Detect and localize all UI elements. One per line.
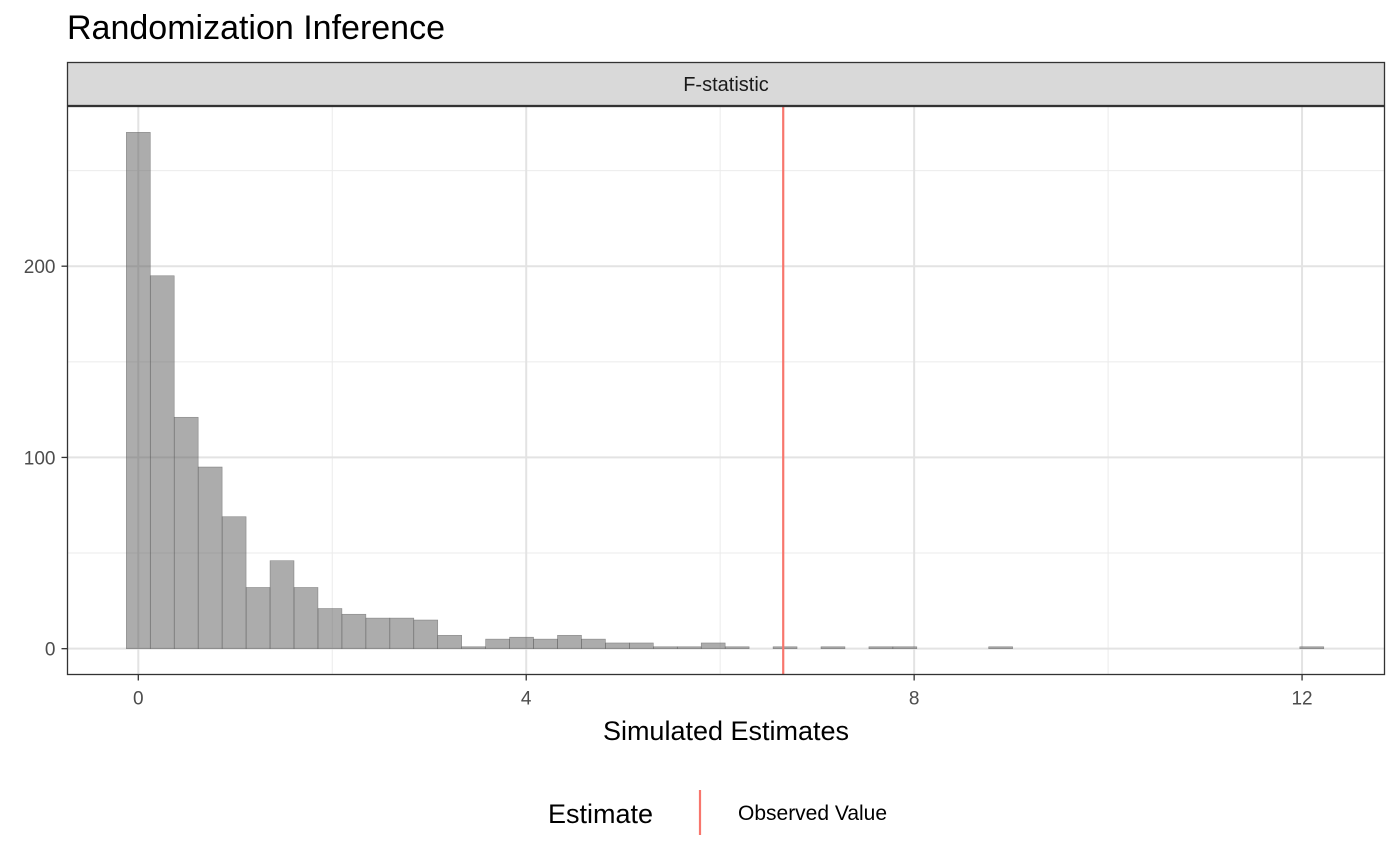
y-axis: 0 100 200 bbox=[24, 257, 68, 661]
y-tick-label: 0 bbox=[45, 640, 56, 661]
legend: Estimate Observed Value bbox=[548, 790, 887, 835]
facet-label: F-statistic bbox=[683, 74, 769, 96]
histogram-bar bbox=[461, 646, 486, 649]
histogram-bar bbox=[245, 587, 271, 649]
histogram-bar bbox=[820, 646, 846, 649]
histogram-bar bbox=[1299, 646, 1325, 649]
x-tick-label: 12 bbox=[1291, 689, 1312, 710]
chart-title: Randomization Inference bbox=[67, 9, 445, 47]
histogram-bar bbox=[557, 634, 582, 649]
y-tick-label: 100 bbox=[24, 448, 56, 469]
histogram-bar bbox=[413, 619, 439, 649]
histogram-bar bbox=[365, 617, 391, 649]
histogram-bar bbox=[868, 646, 894, 649]
panel-border bbox=[66, 105, 1386, 676]
histogram-bar bbox=[389, 617, 415, 649]
histogram-bars bbox=[126, 132, 1325, 649]
histogram-bar bbox=[605, 642, 630, 649]
y-tick-label: 200 bbox=[24, 257, 56, 278]
histogram-bar bbox=[533, 638, 558, 649]
x-tick-label: 0 bbox=[133, 689, 144, 710]
x-axis-title: Simulated Estimates bbox=[603, 716, 849, 746]
histogram-bar bbox=[173, 416, 199, 649]
histogram-bar bbox=[437, 634, 462, 649]
histogram-bar bbox=[629, 642, 654, 649]
histogram-bar bbox=[485, 638, 510, 649]
facet-strip bbox=[66, 61, 1386, 107]
histogram-bar bbox=[509, 636, 534, 649]
histogram-bar bbox=[892, 646, 918, 649]
histogram-bar bbox=[197, 466, 223, 649]
x-axis: 0 4 8 12 bbox=[133, 674, 1313, 710]
histogram-bar bbox=[126, 132, 151, 649]
histogram-bar bbox=[341, 613, 367, 649]
histogram-bar bbox=[724, 646, 750, 649]
histogram-bar bbox=[676, 646, 702, 649]
x-tick-label: 8 bbox=[909, 689, 920, 710]
legend-title: Estimate bbox=[548, 799, 653, 829]
legend-label-observed-value: Observed Value bbox=[738, 802, 887, 825]
histogram-bar bbox=[581, 638, 606, 649]
histogram-bar bbox=[988, 646, 1013, 649]
histogram-bar bbox=[700, 642, 726, 649]
histogram-bar bbox=[317, 608, 343, 649]
histogram-bar bbox=[293, 587, 319, 649]
histogram-bar bbox=[653, 646, 678, 649]
histogram-bar bbox=[269, 560, 295, 649]
x-tick-label: 4 bbox=[521, 689, 532, 710]
histogram-bar bbox=[772, 646, 798, 649]
histogram-bar bbox=[221, 516, 247, 649]
histogram-bar bbox=[149, 275, 175, 649]
